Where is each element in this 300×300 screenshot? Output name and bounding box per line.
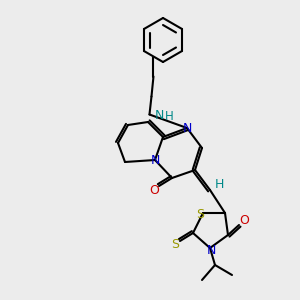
Text: S: S [171, 238, 179, 251]
Text: O: O [239, 214, 249, 227]
Text: N: N [150, 154, 160, 166]
Text: N: N [182, 122, 192, 134]
Text: N: N [155, 109, 164, 122]
Text: S: S [196, 208, 204, 220]
Text: O: O [149, 184, 159, 196]
Text: H: H [214, 178, 224, 191]
Text: H: H [165, 110, 174, 123]
Text: N: N [206, 244, 216, 256]
